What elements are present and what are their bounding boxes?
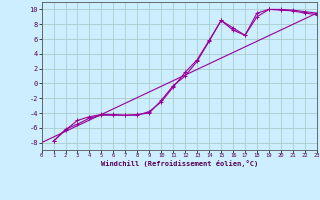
X-axis label: Windchill (Refroidissement éolien,°C): Windchill (Refroidissement éolien,°C) xyxy=(100,160,258,167)
